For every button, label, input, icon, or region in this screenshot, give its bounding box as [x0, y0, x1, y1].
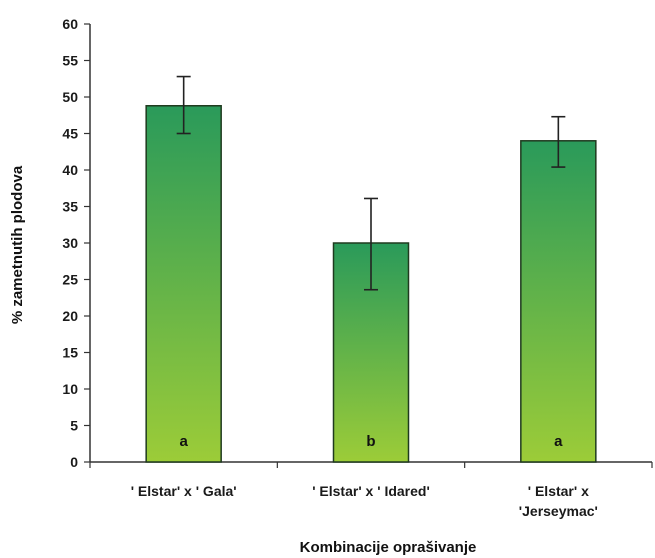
error-bars [176, 75, 566, 291]
y-tick-label: 5 [70, 418, 78, 434]
y-tick-label: 45 [62, 126, 78, 142]
category-labels: ' Elstar' x ' Gala' ' Elstar' x ' Idared'… [131, 483, 598, 519]
x-tick-label: ' Elstar' x ' Idared' [312, 483, 430, 499]
x-tick-label: 'Jerseymac' [519, 503, 598, 519]
bar [520, 140, 597, 463]
x-tick-label: ' Elstar' x ' Gala' [131, 483, 237, 499]
y-tick-label: 20 [62, 308, 78, 324]
y-tick-label: 15 [62, 345, 78, 361]
y-axis: 0 5 10 15 20 25 30 35 40 45 50 55 60 [62, 16, 91, 470]
y-tick-label: 35 [62, 199, 78, 215]
y-tick-label: 60 [62, 16, 78, 32]
y-tick-label: 10 [62, 381, 78, 397]
y-tick-label: 0 [70, 454, 78, 470]
x-axis [89, 461, 653, 468]
bar-significance-label: b [366, 433, 375, 450]
x-axis-title: Kombinacije oprašivanje [300, 539, 477, 556]
bar-significance-label: a [179, 433, 188, 450]
y-tick-label: 25 [62, 272, 78, 288]
bar [145, 105, 222, 463]
y-tick-label: 30 [62, 235, 78, 251]
y-axis-title: % zametnutih plodova [9, 165, 26, 324]
x-tick-label: ' Elstar' x [528, 483, 589, 499]
bar-significance-label: a [554, 433, 563, 450]
y-tick-label: 50 [62, 89, 78, 105]
y-tick-label: 55 [62, 53, 78, 69]
y-tick-label: 40 [62, 162, 78, 178]
